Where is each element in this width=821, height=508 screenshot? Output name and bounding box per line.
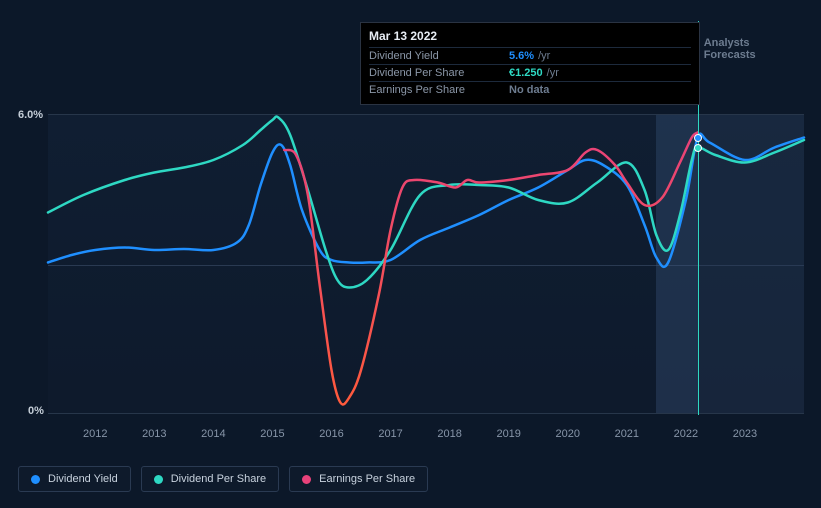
legend-label: Earnings Per Share <box>319 473 415 485</box>
forecast-label: Analysts Forecasts <box>704 37 804 61</box>
hover-tooltip: Mar 13 2022 Dividend Yield5.6%/yrDividen… <box>360 22 700 105</box>
x-tick-label: 2019 <box>496 428 520 440</box>
tooltip-date: Mar 13 2022 <box>369 27 691 47</box>
legend-label: Dividend Per Share <box>171 473 266 485</box>
legend-item-earnings-per-share[interactable]: Earnings Per Share <box>289 466 428 492</box>
legend-dot-icon <box>31 475 40 484</box>
cursor-marker <box>694 144 702 152</box>
tooltip-key: Earnings Per Share <box>369 84 509 96</box>
x-tick-label: 2016 <box>319 428 343 440</box>
tooltip-unit: /yr <box>538 50 550 62</box>
x-tick-label: 2020 <box>556 428 580 440</box>
tooltip-value: €1.250 <box>509 67 543 79</box>
tooltip-row: Earnings Per ShareNo data <box>369 81 691 98</box>
x-tick-label: 2015 <box>260 428 284 440</box>
x-tick-label: 2022 <box>674 428 698 440</box>
tooltip-unit: /yr <box>547 67 559 79</box>
legend-label: Dividend Yield <box>48 473 118 485</box>
cursor-marker <box>694 134 702 142</box>
y-axis-label-min: 0% <box>28 405 44 417</box>
series-dividend_yield <box>48 134 804 267</box>
x-tick-label: 2012 <box>83 428 107 440</box>
legend-item-dividend-per-share[interactable]: Dividend Per Share <box>141 466 279 492</box>
x-tick-label: 2023 <box>733 428 757 440</box>
y-axis-label-max: 6.0% <box>18 109 43 121</box>
x-tick-label: 2014 <box>201 428 225 440</box>
legend: Dividend Yield Dividend Per Share Earnings… <box>18 466 428 492</box>
plot-area[interactable]: Past Analysts Forecasts 6.0% 0% <box>48 114 804 414</box>
tooltip-value: No data <box>509 84 549 96</box>
x-tick-label: 2017 <box>378 428 402 440</box>
tooltip-key: Dividend Yield <box>369 50 509 62</box>
x-axis-labels: 2012 2013 2014 2015 2016 2017 2018 2019 2020 2021… <box>48 428 804 446</box>
chart-svg <box>48 115 804 415</box>
tooltip-key: Dividend Per Share <box>369 67 509 79</box>
tooltip-value: 5.6% <box>509 50 534 62</box>
tooltip-row: Dividend Yield5.6% /yr <box>369 47 691 64</box>
tooltip-row: Dividend Per Share€1.250/yr <box>369 64 691 81</box>
x-tick-label: 2021 <box>615 428 639 440</box>
series-earnings_per_share <box>284 133 697 405</box>
x-tick-label: 2013 <box>142 428 166 440</box>
x-tick-label: 2018 <box>437 428 461 440</box>
legend-item-dividend-yield[interactable]: Dividend Yield <box>18 466 131 492</box>
legend-dot-icon <box>154 475 163 484</box>
legend-dot-icon <box>302 475 311 484</box>
